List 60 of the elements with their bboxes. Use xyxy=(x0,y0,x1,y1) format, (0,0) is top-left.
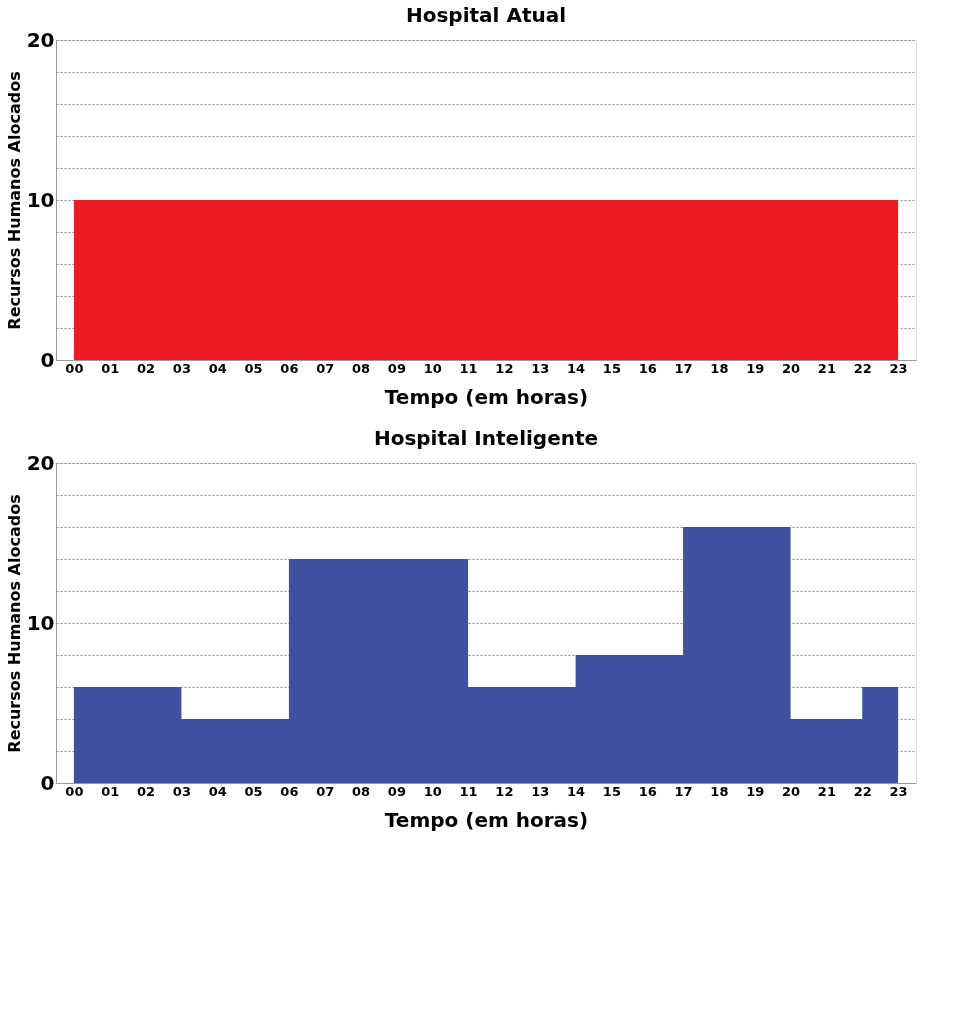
x-tick-label: 16 xyxy=(638,360,657,376)
x-tick-label: 01 xyxy=(101,360,120,376)
x-tick-label: 06 xyxy=(280,360,299,376)
x-tick-label: 03 xyxy=(172,783,191,799)
x-tick-label: 03 xyxy=(172,360,191,376)
x-tick-label: 07 xyxy=(316,360,335,376)
chart-title: Hospital Atual xyxy=(405,3,567,27)
x-tick-label: 08 xyxy=(352,360,371,376)
x-tick-label: 23 xyxy=(889,360,908,376)
x-tick-label: 06 xyxy=(280,783,299,799)
x-tick-label: 09 xyxy=(387,360,406,376)
y-axis-title: Recursos Humanos Alocados xyxy=(4,494,24,753)
x-tick-label: 23 xyxy=(889,783,908,799)
y-tick-label: 10 xyxy=(26,610,55,635)
x-tick-label: 15 xyxy=(602,360,621,376)
x-tick-label: 02 xyxy=(137,360,156,376)
x-tick-label: 16 xyxy=(638,783,657,799)
x-tick-label: 17 xyxy=(674,360,693,376)
y-tick-label: 0 xyxy=(40,347,55,372)
y-tick-label: 10 xyxy=(26,187,55,212)
x-tick-label: 20 xyxy=(782,360,801,376)
x-tick-label: 07 xyxy=(316,783,335,799)
x-tick-label: 08 xyxy=(352,783,371,799)
x-tick-label: 22 xyxy=(853,783,872,799)
chart-title: Hospital Inteligente xyxy=(373,426,599,450)
x-tick-label: 12 xyxy=(495,783,514,799)
x-tick-label: 17 xyxy=(674,783,693,799)
x-tick-label: 22 xyxy=(853,360,872,376)
x-tick-label: 05 xyxy=(244,783,263,799)
x-tick-label: 01 xyxy=(101,783,120,799)
y-tick-label: 20 xyxy=(26,450,55,475)
x-tick-label: 10 xyxy=(423,360,442,376)
x-tick-label: 09 xyxy=(387,783,406,799)
x-tick-label: 00 xyxy=(65,783,84,799)
x-tick-label: 13 xyxy=(531,360,550,376)
x-tick-label: 14 xyxy=(567,360,586,376)
x-tick-label: 10 xyxy=(423,783,442,799)
x-tick-label: 18 xyxy=(710,783,729,799)
y-tick-label: 0 xyxy=(40,770,55,795)
x-tick-label: 12 xyxy=(495,360,514,376)
x-tick-label: 19 xyxy=(746,783,765,799)
x-tick-label: 21 xyxy=(817,783,836,799)
x-tick-label: 15 xyxy=(602,783,621,799)
y-axis-title: Recursos Humanos Alocados xyxy=(4,71,24,330)
x-tick-label: 04 xyxy=(208,360,227,376)
x-tick-label: 19 xyxy=(746,360,765,376)
x-tick-label: 05 xyxy=(244,360,263,376)
y-tick-label: 20 xyxy=(26,27,55,52)
x-tick-label: 13 xyxy=(531,783,550,799)
x-tick-label: 18 xyxy=(710,360,729,376)
x-tick-label: 04 xyxy=(208,783,227,799)
x-tick-label: 11 xyxy=(459,783,478,799)
x-tick-label: 20 xyxy=(782,783,801,799)
x-tick-label: 02 xyxy=(137,783,156,799)
x-axis-title: Tempo (em horas) xyxy=(384,807,589,832)
x-tick-label: 11 xyxy=(459,360,478,376)
x-tick-label: 14 xyxy=(567,783,586,799)
x-tick-label: 00 xyxy=(65,360,84,376)
x-tick-label: 21 xyxy=(817,360,836,376)
x-axis-title: Tempo (em horas) xyxy=(384,384,589,409)
